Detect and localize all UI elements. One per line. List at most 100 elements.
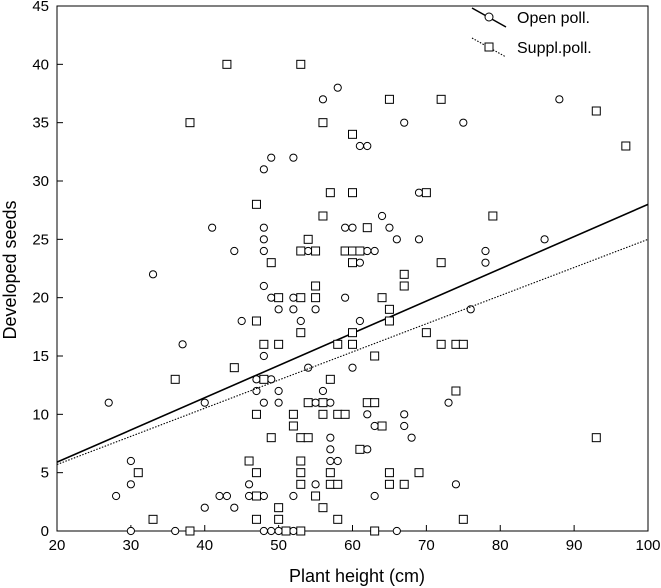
open-poll-point — [333, 456, 342, 466]
suppl-poll-point — [251, 468, 261, 478]
open-poll-point — [215, 491, 224, 501]
open-poll-point — [333, 83, 342, 92]
suppl-poll-point — [251, 409, 261, 419]
open-poll-point — [341, 293, 350, 302]
open-poll-point — [363, 246, 372, 256]
suppl-poll-point — [348, 339, 357, 349]
suppl-poll-point — [384, 94, 394, 104]
suppl-poll-point — [296, 246, 306, 256]
open-poll-point — [259, 235, 268, 244]
open-poll-point — [370, 246, 379, 256]
suppl-poll-point — [229, 363, 239, 373]
open-poll-point — [451, 480, 461, 489]
suppl-poll-point — [333, 479, 343, 489]
suppl-poll-point — [355, 246, 365, 256]
open-poll-point — [311, 398, 320, 407]
suppl-poll-point — [318, 503, 328, 513]
open-poll-point — [326, 398, 335, 407]
open-poll-point — [355, 316, 364, 326]
suppl-poll-point — [274, 293, 284, 303]
open-poll-point — [126, 456, 135, 466]
suppl-poll-point — [251, 514, 261, 524]
suppl-poll-point — [296, 59, 306, 69]
suppl-poll-point — [296, 293, 306, 303]
suppl-poll-point — [591, 106, 601, 116]
open-poll-point — [289, 526, 298, 536]
suppl-poll-point — [370, 526, 380, 536]
suppl-poll-point — [436, 339, 446, 349]
suppl-poll-point — [251, 491, 261, 501]
open-poll-point — [392, 526, 401, 536]
open-poll-point — [363, 141, 372, 151]
suppl-poll-point — [458, 339, 468, 349]
open-poll-point — [400, 421, 409, 431]
suppl-poll-point — [296, 328, 306, 338]
x-tick-label: 40 — [196, 537, 213, 554]
suppl-poll-point — [296, 456, 306, 466]
open-poll-point — [318, 95, 328, 104]
suppl-poll-point — [333, 339, 343, 349]
suppl-poll-point — [311, 293, 321, 303]
suppl-poll-point — [421, 188, 431, 198]
suppl-poll-point — [399, 479, 409, 489]
open-poll-point — [311, 480, 320, 489]
y-tick-label: 30 — [32, 173, 49, 190]
open-poll-point — [171, 526, 180, 536]
open-poll-point — [555, 95, 564, 104]
suppl-poll-point — [296, 526, 306, 536]
open-poll-point — [289, 491, 298, 501]
open-poll-point — [318, 386, 328, 396]
open-poll-point — [274, 526, 283, 536]
legend-label: Suppl.poll. — [517, 40, 592, 57]
open-poll-point — [252, 375, 261, 384]
open-poll-point — [363, 445, 372, 454]
open-poll-point — [481, 258, 490, 267]
suppl-poll-point — [185, 526, 195, 536]
open-poll-point — [267, 153, 276, 162]
suppl-poll-point — [384, 468, 394, 478]
suppl-poll-point — [325, 374, 335, 384]
suppl-poll-point — [333, 409, 343, 419]
open-poll-point — [392, 235, 401, 244]
x-tick-label: 100 — [635, 537, 660, 554]
suppl-poll-point — [133, 468, 143, 478]
open-poll-point — [326, 433, 335, 442]
x-tick-label: 50 — [270, 537, 287, 554]
open-poll-point — [244, 491, 254, 501]
suppl-poll-point — [488, 211, 498, 221]
suppl-poll-point — [325, 468, 335, 478]
open-poll-point — [230, 246, 239, 256]
suppl-poll-point — [274, 503, 284, 513]
open-poll-point — [414, 188, 424, 197]
open-poll-point — [304, 246, 313, 256]
y-tick-label: 20 — [32, 290, 49, 307]
suppl-poll-point — [377, 293, 387, 303]
suppl-poll-point — [296, 479, 306, 489]
x-tick-label: 70 — [418, 537, 435, 554]
regression-line — [56, 238, 649, 466]
open-poll-point — [244, 480, 254, 489]
suppl-poll-point — [311, 491, 321, 501]
open-poll-point — [341, 223, 350, 232]
data-marks — [56, 59, 649, 536]
open-poll-point — [112, 491, 121, 501]
suppl-poll-point — [266, 433, 276, 443]
suppl-poll-point — [259, 374, 269, 384]
suppl-poll-point — [355, 444, 365, 454]
suppl-poll-point — [222, 59, 232, 69]
open-poll-point — [289, 153, 298, 162]
suppl-poll-point — [311, 281, 321, 291]
suppl-poll-point — [288, 409, 298, 419]
open-poll-point — [148, 270, 158, 279]
open-poll-point — [252, 386, 261, 396]
x-tick-label: 60 — [344, 537, 361, 554]
open-poll-point — [222, 491, 232, 501]
open-poll-point — [355, 141, 364, 151]
open-poll-point — [126, 480, 135, 489]
open-poll-point — [178, 340, 187, 349]
suppl-poll-point — [251, 316, 261, 326]
open-poll-point — [326, 456, 335, 466]
open-poll-point — [289, 293, 298, 302]
y-tick-label: 5 — [41, 465, 49, 482]
